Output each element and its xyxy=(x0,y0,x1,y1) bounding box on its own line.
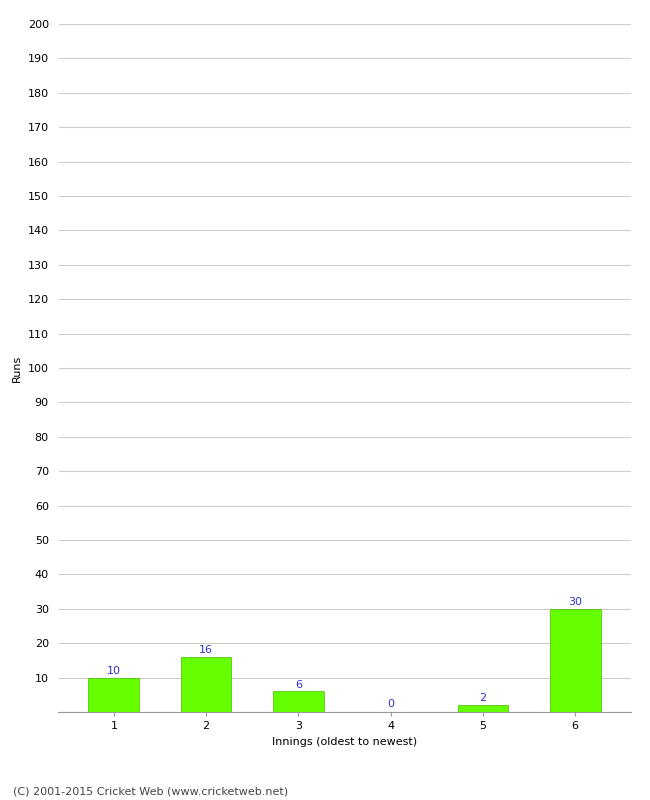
Text: 30: 30 xyxy=(568,597,582,607)
Bar xyxy=(181,657,231,712)
Text: 0: 0 xyxy=(387,699,394,710)
Text: 16: 16 xyxy=(199,646,213,655)
Bar xyxy=(458,705,508,712)
Text: (C) 2001-2015 Cricket Web (www.cricketweb.net): (C) 2001-2015 Cricket Web (www.cricketwe… xyxy=(13,786,288,796)
Text: 10: 10 xyxy=(107,666,121,676)
Y-axis label: Runs: Runs xyxy=(12,354,22,382)
Text: 6: 6 xyxy=(295,680,302,690)
Text: 2: 2 xyxy=(479,694,486,703)
Bar xyxy=(273,691,324,712)
X-axis label: Innings (oldest to newest): Innings (oldest to newest) xyxy=(272,737,417,746)
Bar xyxy=(88,678,139,712)
Bar xyxy=(550,609,601,712)
